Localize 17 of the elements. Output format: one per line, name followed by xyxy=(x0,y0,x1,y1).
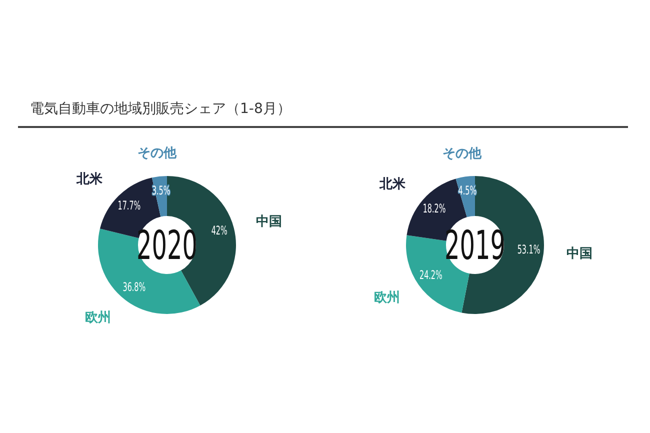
slice-label: 欧州 xyxy=(85,310,112,326)
data-label: 17.7% xyxy=(118,200,141,214)
slice-label: 中国 xyxy=(566,246,593,262)
slice-label: その他 xyxy=(442,146,483,162)
slice-label: 中国 xyxy=(256,214,282,230)
text: 2019 xyxy=(444,221,506,269)
data-label: 18.2% xyxy=(422,202,446,216)
data-label: 42% xyxy=(211,224,228,238)
data-label: 53.1% xyxy=(517,244,540,257)
data-label: 24.2% xyxy=(420,270,442,283)
slice-label: 北米 xyxy=(76,172,104,187)
slice-label: 北米 xyxy=(378,177,407,192)
data-label: 36.8% xyxy=(122,281,146,295)
text: 電気自動車の地域別販売シェア（1-8月） xyxy=(30,101,291,117)
text: 2020 xyxy=(136,221,198,269)
slice-label: その他 xyxy=(137,146,178,162)
slice-label: 欧州 xyxy=(374,290,400,306)
